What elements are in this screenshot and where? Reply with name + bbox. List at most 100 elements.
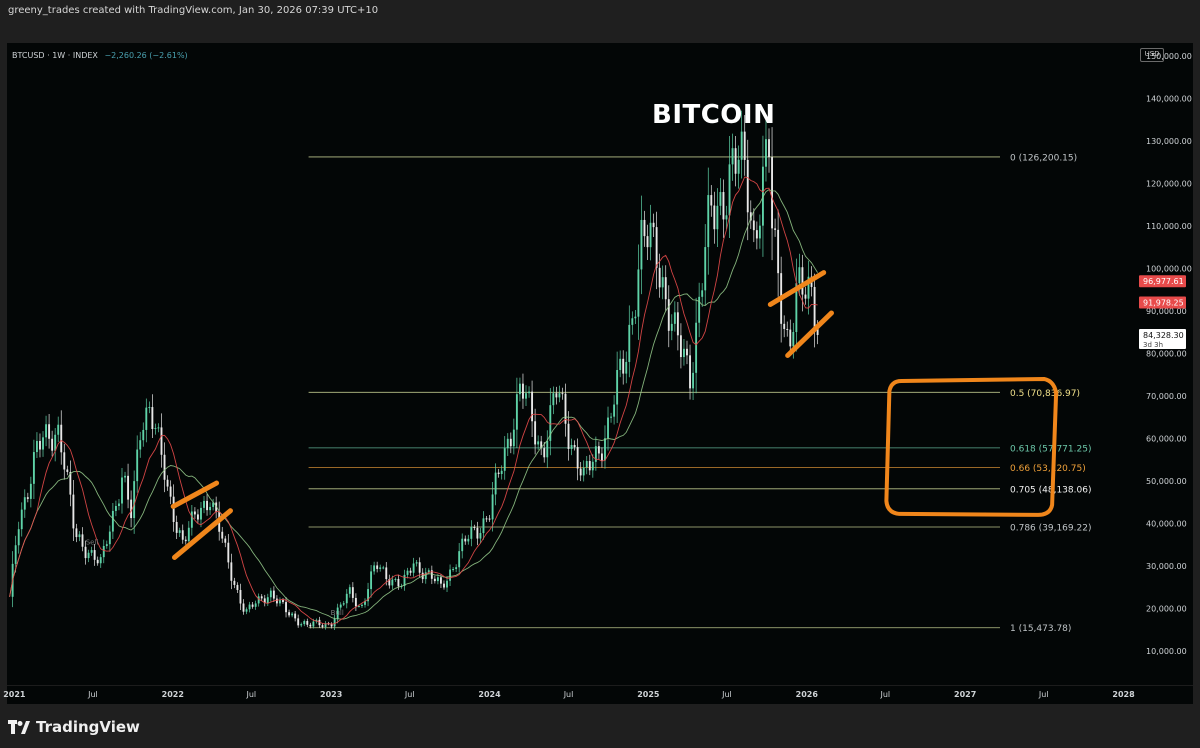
y-tick-label: 90,000.00 [1146,307,1187,316]
candle-body [342,603,345,605]
currency-tag[interactable]: USD [1140,48,1164,62]
candle-body [467,538,470,542]
candle-body [354,597,357,607]
x-tick-label: 2025 [637,690,660,699]
candle-body [14,545,17,564]
candle-body [765,139,767,167]
last-price-badge: 84,328.30 [1143,331,1184,340]
candle-body [388,579,391,586]
fast-ma-price-badge-bg [1139,275,1186,288]
candle-body [108,531,111,545]
x-tick-label: 2024 [478,690,501,699]
y-tick-label: 10,000.00 [1146,647,1187,656]
candle-body [32,452,35,484]
candle-body [585,461,588,468]
candle-body [297,618,300,626]
candle-body [743,131,746,160]
time-axis[interactable] [7,685,1193,704]
candle-body [397,578,400,587]
candle-body [692,372,695,389]
candle-body [254,603,257,607]
candle-body [807,276,810,299]
x-tick-label: 2028 [1112,690,1135,699]
candle-body [737,159,740,174]
fib-label-0_618: 0.618 (57,771.25) [1010,444,1091,454]
candle-body [257,596,260,604]
candle-body [303,621,306,625]
candle-body [376,565,379,569]
candle-body [309,624,312,627]
candle-body [549,405,552,441]
candle-body [242,603,245,612]
candle-body [60,424,63,453]
fib-label-0_786: 0.786 (39,169.22) [1010,523,1091,533]
candle-body [561,393,564,395]
tradingview-logo-icon [8,720,30,734]
x-tick-label: 2022 [162,690,184,699]
candle-body [676,312,679,336]
candle-body [178,530,181,533]
candle-body [613,404,616,417]
chart-panel[interactable] [7,43,1137,703]
candle-body [813,286,816,329]
tradingview-logo[interactable]: TradingView [8,715,140,739]
candle-body [576,447,579,469]
x-tick-label: 2027 [954,690,976,699]
y-tick-label: 50,000.00 [1146,477,1187,486]
y-tick-label: 100,000.00 [1146,264,1192,273]
x-tick-label: Jul [563,690,574,699]
candle-body [522,383,524,399]
y-tick-label: 140,000.00 [1146,94,1192,103]
candle-body [90,550,93,553]
slow-ma-price-badge: 91,978.25 [1143,298,1184,307]
candle-body [157,427,160,429]
candle-body [288,612,291,616]
y-tick-label: 30,000.00 [1146,562,1187,571]
candle-body [181,530,184,540]
candle-body [528,391,530,394]
candle-body [440,577,442,584]
candle-body [758,225,761,239]
last-price-badge-countdown: 3d 3h [1143,341,1163,349]
candle-body [655,227,658,268]
price-axis[interactable] [1137,43,1193,703]
candle-body [409,570,412,573]
candle-body [537,441,540,445]
candle-body [78,534,81,538]
candle-body [588,461,591,471]
candle-body [752,220,755,231]
candle-body [458,551,461,568]
candle-body [455,567,458,570]
candle-body [725,215,728,220]
slow-ma-price-badge-bg [1139,296,1186,309]
candle-body [48,424,51,439]
x-tick-label: 2026 [796,690,819,699]
candle-body [777,229,780,274]
candle-body [768,139,770,158]
candle-body [300,624,303,626]
candle-body [351,587,354,598]
candle-body [285,602,287,613]
candle-body [652,222,655,228]
candle-body [488,518,491,520]
candle-body [494,472,497,495]
candle-body [689,355,691,389]
y-tick-label: 40,000.00 [1146,519,1187,528]
candle-body [746,159,749,213]
candle-body [269,590,272,598]
candle-body [625,361,628,374]
candle-body [382,567,385,569]
candle-body [500,470,503,474]
candle-body [39,440,41,450]
candle-body [461,538,464,552]
candle-body [555,393,558,398]
candle-body [239,589,242,604]
candle-body [734,148,737,174]
candle-body [525,393,527,399]
last-price-badge-bg [1139,328,1186,349]
candle-body [570,444,573,449]
candle-body [436,577,439,582]
tradingview-logo-text: TradingView [36,718,140,736]
candle-body [667,299,670,331]
